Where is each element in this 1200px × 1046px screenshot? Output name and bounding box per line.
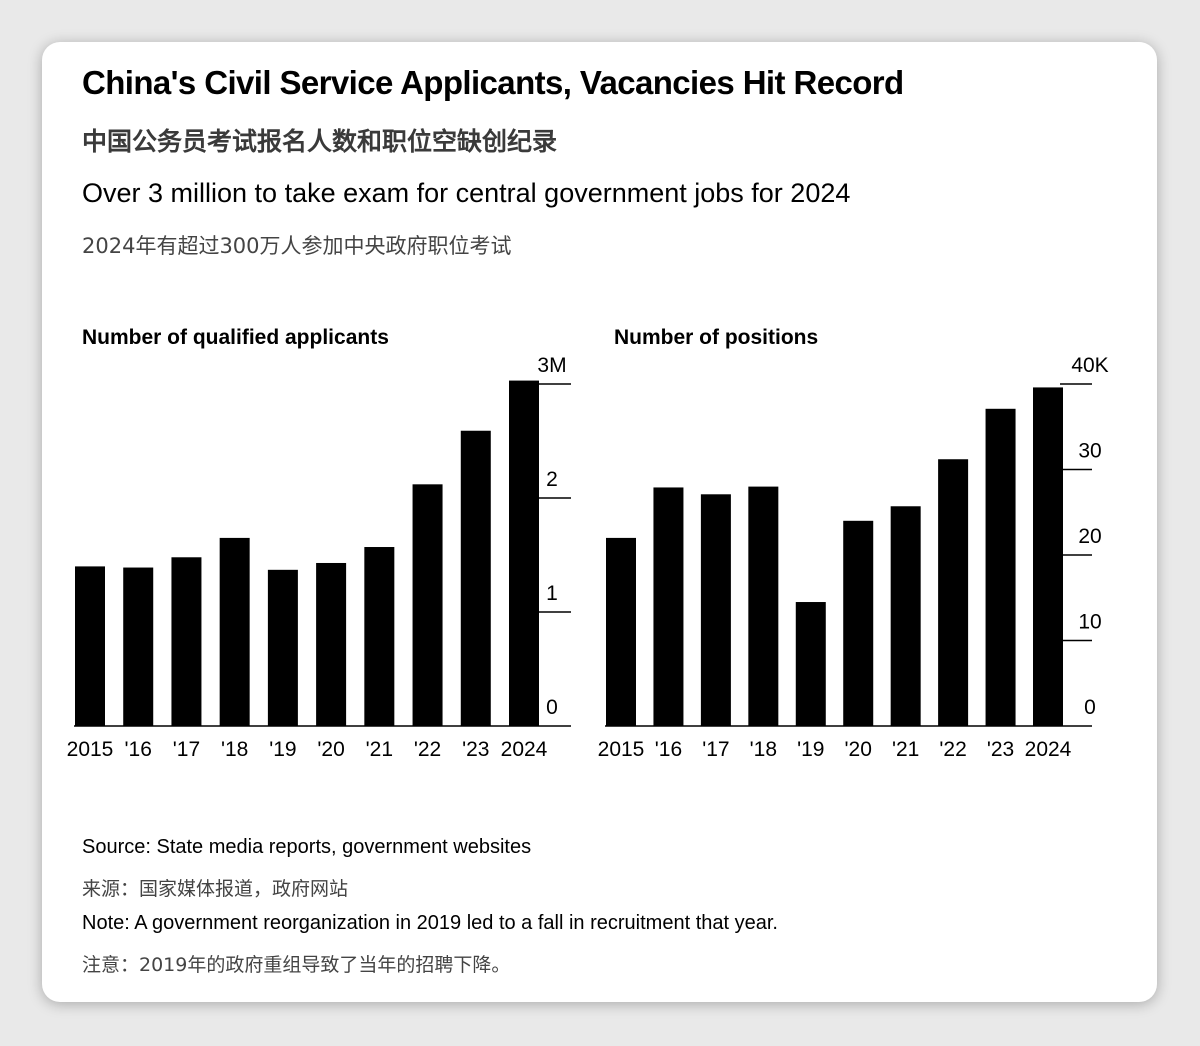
applicants-bar bbox=[460, 430, 491, 726]
positions-bar bbox=[938, 459, 969, 726]
positions-x-tick-label: 2015 bbox=[598, 738, 645, 761]
positions-x-tick-label: '19 bbox=[797, 738, 824, 761]
positions-bar bbox=[795, 602, 826, 726]
positions-x-tick-label: '17 bbox=[702, 738, 729, 761]
positions-x-tick-label: '22 bbox=[939, 738, 966, 761]
applicants-bar bbox=[316, 562, 347, 726]
applicants-x-tick-label: '18 bbox=[221, 738, 248, 761]
positions-bar bbox=[653, 487, 684, 726]
applicants-x-tick-label: '19 bbox=[269, 738, 296, 761]
chart-title: China's Civil Service Applicants, Vacanc… bbox=[82, 64, 904, 101]
positions-y-tick-label: 30 bbox=[1078, 440, 1101, 463]
source-note-chinese: 来源：国家媒体报道，政府网站 bbox=[82, 878, 349, 900]
applicants-y-tick-label: 0 bbox=[546, 696, 558, 719]
positions-y-tick-label: 20 bbox=[1078, 525, 1101, 548]
positions-x-tick-label: 2024 bbox=[1025, 738, 1072, 761]
positions-bar bbox=[606, 537, 636, 726]
applicants-x-tick-label: '17 bbox=[173, 738, 200, 761]
applicants-y-tick-label: 3M bbox=[537, 354, 566, 377]
applicants-x-tick-label: '16 bbox=[125, 738, 152, 761]
positions-y-tick-label: 10 bbox=[1078, 611, 1101, 634]
positions-bar bbox=[985, 408, 1016, 726]
applicants-bar bbox=[171, 557, 202, 726]
chart-subtitle: Over 3 million to take exam for central … bbox=[82, 178, 851, 208]
applicants-bar bbox=[267, 569, 298, 726]
positions-y-tick-label: 0 bbox=[1084, 696, 1096, 719]
applicants-x-tick-label: '20 bbox=[317, 738, 344, 761]
footnote-chinese: 注意：2019年的政府重组导致了当年的招聘下降。 bbox=[82, 954, 511, 976]
applicants-x-tick-label: 2015 bbox=[67, 738, 114, 761]
positions-x-tick-label: '16 bbox=[655, 738, 682, 761]
source-note: Source: State media reports, government … bbox=[82, 836, 532, 858]
positions-bar bbox=[843, 520, 874, 726]
positions-bar bbox=[890, 506, 921, 726]
positions-panel-title: Number of positions bbox=[614, 326, 819, 349]
applicants-bar bbox=[219, 537, 250, 726]
applicants-x-tick-label: 2024 bbox=[501, 738, 548, 761]
positions-x-tick-label: '23 bbox=[987, 738, 1014, 761]
applicants-x-tick-label: '21 bbox=[366, 738, 393, 761]
applicants-bar bbox=[412, 484, 443, 726]
positions-x-tick-label: '20 bbox=[845, 738, 872, 761]
applicants-x-tick-label: '22 bbox=[414, 738, 441, 761]
positions-bar bbox=[700, 494, 731, 726]
positions-y-tick-label: 40K bbox=[1071, 354, 1108, 377]
bar-charts: 2015'16'17'18'19'20'21'22'23 20240123M201… bbox=[67, 354, 1109, 761]
chart-card: China's Civil Service Applicants, Vacanc… bbox=[42, 42, 1157, 1002]
applicants-panel-title: Number of qualified applicants bbox=[82, 326, 389, 349]
chart-title-chinese: 中国公务员考试报名人数和职位空缺创纪录 bbox=[82, 127, 558, 156]
applicants-bar bbox=[123, 567, 154, 726]
chart-subtitle-chinese: 2024年有超过300万人参加中央政府职位考试 bbox=[82, 234, 512, 258]
applicants-bar bbox=[509, 380, 539, 726]
applicants-bar bbox=[364, 547, 395, 726]
applicants-y-tick-label: 2 bbox=[546, 468, 558, 491]
positions-bar bbox=[1033, 387, 1063, 726]
positions-x-tick-label: '21 bbox=[892, 738, 919, 761]
footnote: Note: A government reorganization in 201… bbox=[82, 912, 778, 934]
applicants-y-tick-label: 1 bbox=[546, 582, 558, 605]
applicants-x-tick-label: '23 bbox=[462, 738, 489, 761]
positions-bar bbox=[748, 486, 779, 726]
applicants-bar bbox=[75, 566, 105, 726]
positions-x-tick-label: '18 bbox=[750, 738, 777, 761]
